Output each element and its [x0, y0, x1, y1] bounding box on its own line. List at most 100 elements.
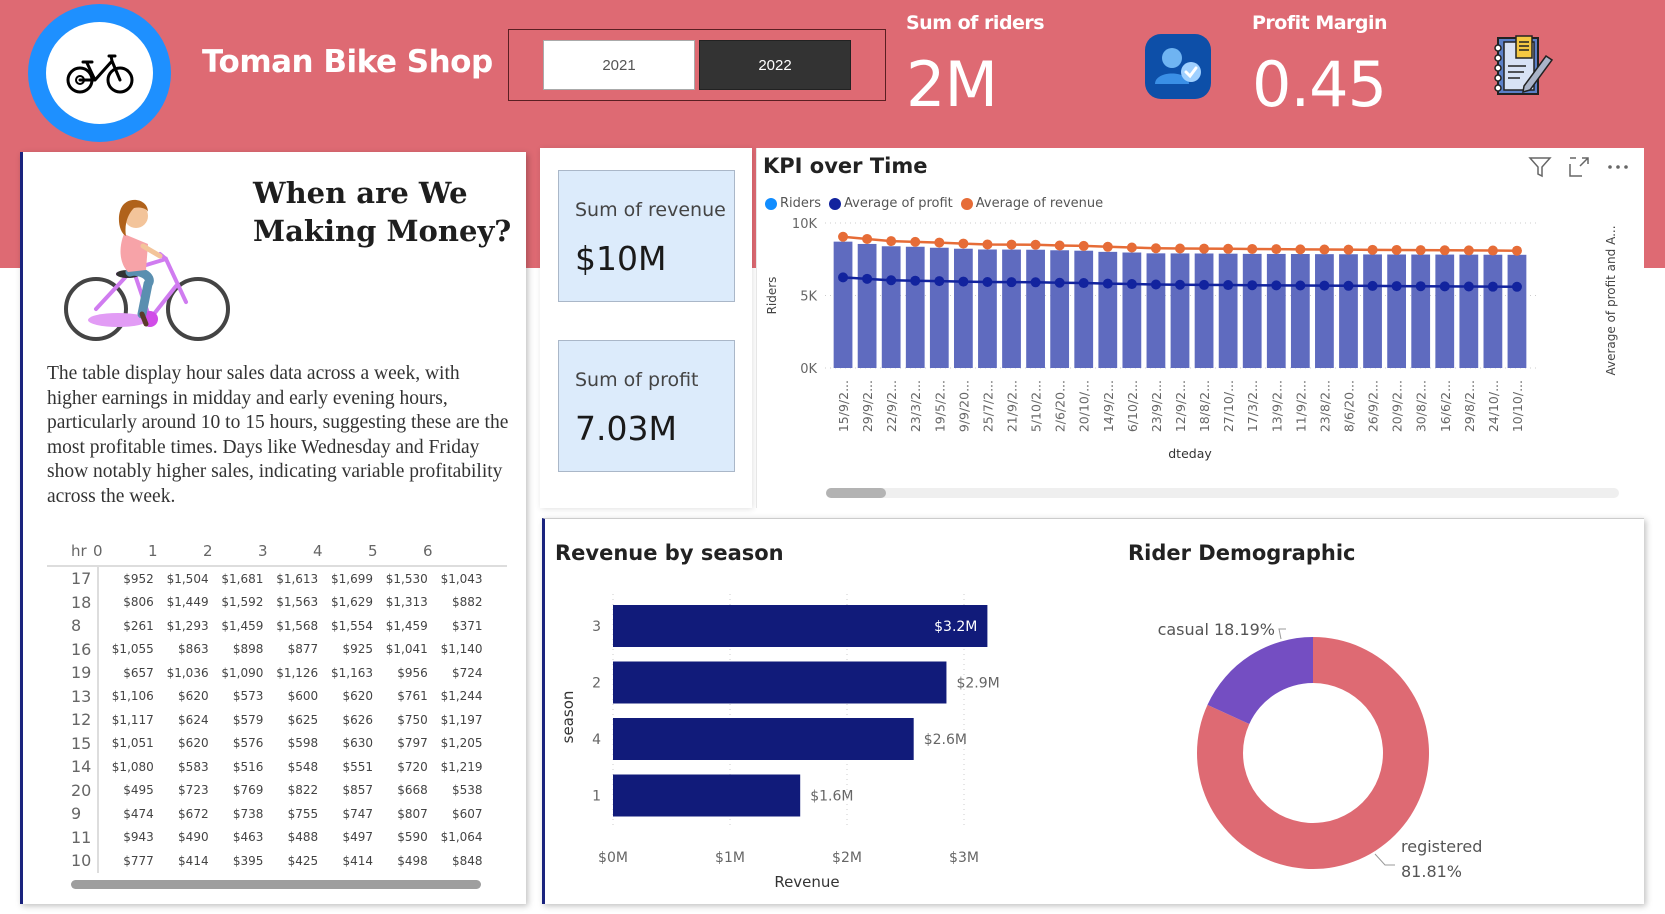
x-tick-label: $3M: [949, 850, 979, 866]
revenue-point: [1126, 242, 1137, 253]
x-tick-label: 8/6/20...: [1341, 380, 1356, 432]
matrix-row[interactable]: 13 $1,106 $620 $573 $600 $620 $761 $1,244: [47, 684, 507, 708]
matrix-col-header[interactable]: 3: [258, 542, 268, 560]
matrix-col-header[interactable]: 5: [368, 542, 378, 560]
matrix-cell: $1,554: [330, 618, 373, 633]
more-options-icon[interactable]: [1606, 156, 1630, 178]
matrix-cell: $723: [178, 783, 209, 798]
season-chart-title: Revenue by season: [555, 541, 784, 565]
profit-point: [1487, 281, 1498, 292]
matrix-col-header[interactable]: 4: [313, 542, 323, 560]
matrix-row-label: 9: [47, 802, 99, 826]
profit-point: [910, 275, 921, 286]
matrix-col-header[interactable]: 1: [148, 542, 158, 560]
matrix-cell: $1,244: [440, 689, 483, 704]
matrix-cell: $414: [178, 853, 209, 868]
matrix-row-label: 13: [47, 684, 99, 708]
matrix-row[interactable]: 11 $943 $490 $463 $488 $497 $590 $1,064: [47, 825, 507, 849]
riders-bar: [953, 248, 973, 368]
matrix-cell: $624: [178, 712, 209, 727]
matrix-row[interactable]: 10 $777 $414 $395 $425 $414 $498 $848: [47, 849, 507, 873]
x-tick-label: 23/8/2...: [1317, 380, 1332, 432]
matrix-row[interactable]: 16 $1,055 $863 $898 $877 $925 $1,041 $1,140: [47, 637, 507, 661]
x-tick-label: 30/8/2...: [1414, 380, 1429, 432]
focus-mode-icon[interactable]: [1568, 156, 1590, 178]
matrix-row[interactable]: 17 $952 $1,504 $1,681 $1,613 $1,699 $1,530 $1,0…: [47, 567, 507, 591]
users-check-icon: [1145, 34, 1211, 99]
riders-bar: [929, 247, 949, 368]
matrix-col-header[interactable]: 2: [203, 542, 213, 560]
data-label-registered-name: registered: [1401, 837, 1482, 856]
matrix-col-header[interactable]: 0: [93, 542, 103, 560]
matrix-cell: $1,090: [221, 665, 264, 680]
matrix-scrollbar[interactable]: [71, 880, 481, 889]
x-tick-label: 5/10/2...: [1029, 380, 1044, 432]
matrix-row[interactable]: 19 $657 $1,036 $1,090 $1,126 $1,163 $956 $724: [47, 661, 507, 685]
revenue-point: [1175, 243, 1185, 254]
matrix-col-header[interactable]: 6: [423, 542, 433, 560]
x-tick-label: 22/9/2...: [884, 380, 899, 432]
riders-bar: [857, 243, 877, 368]
filter-icon[interactable]: [1528, 156, 1552, 178]
riders-bar: [1435, 254, 1455, 368]
profit-card-label: Sum of profit: [575, 369, 699, 391]
matrix-row[interactable]: 8 $261 $1,293 $1,459 $1,568 $1,554 $1,459 $371: [47, 614, 507, 638]
matrix-row[interactable]: 15 $1,051 $620 $576 $598 $630 $797 $1,205: [47, 731, 507, 755]
matrix-row[interactable]: 18 $806 $1,449 $1,592 $1,563 $1,629 $1,313 $882: [47, 590, 507, 614]
legend-item-profit[interactable]: Average of profit: [829, 196, 953, 211]
x-tick-label: 15/9/2...: [836, 380, 851, 432]
revenue-by-season-chart: $0M $1M $2M $3M 3 $3.2M 2 $2.9M 4 $2.6M 1 $1.6M seas…: [559, 594, 1000, 891]
profit-card: Sum of profit 7.03M: [558, 340, 735, 472]
matrix-cell: $590: [397, 830, 428, 845]
profit-point: [958, 276, 969, 287]
matrix-cell: $1,140: [440, 642, 483, 657]
revenue-point: [1247, 243, 1258, 254]
revenue-card-label: Sum of revenue: [575, 199, 726, 221]
riders-bar: [1266, 253, 1286, 368]
matrix-cell: $1,459: [385, 618, 428, 633]
profit-point: [838, 272, 849, 283]
year-slicer: 2021 2022: [508, 29, 886, 101]
matrix-cell: $576: [232, 736, 264, 751]
riders-bar: [1218, 253, 1238, 368]
x-tick-label: 26/9/2...: [1366, 380, 1381, 432]
revenue-card: Sum of revenue $10M: [558, 170, 735, 302]
profit-point: [1054, 277, 1065, 288]
revenue-point: [1150, 243, 1161, 254]
y-tick-label: 10K: [792, 217, 818, 232]
matrix-row[interactable]: 14 $1,080 $583 $516 $548 $551 $720 $1,219: [47, 755, 507, 779]
profit-point: [1343, 280, 1354, 291]
revenue-point: [862, 233, 873, 244]
matrix-cell: $548: [287, 759, 319, 774]
matrix-row-label: 11: [47, 825, 99, 849]
matrix-body: 17 $952 $1,504 $1,681 $1,613 $1,699 $1,530 $1,0…: [47, 567, 507, 873]
x-tick-label: 20/10/...: [1077, 380, 1092, 432]
matrix-cell: $490: [178, 830, 209, 845]
revenue-point: [1223, 243, 1234, 254]
matrix-cell: $497: [342, 830, 373, 845]
matrix-row[interactable]: 20 $495 $723 $769 $822 $857 $668 $538: [47, 778, 507, 802]
matrix-cell: $956: [397, 665, 428, 680]
data-label-casual: casual 18.19%: [1158, 620, 1275, 639]
matrix-row[interactable]: 9 $474 $672 $738 $755 $747 $807 $607: [47, 802, 507, 826]
revenue-point: [1295, 244, 1306, 255]
revenue-point: [886, 236, 897, 247]
matrix-row-label: 16: [47, 637, 99, 661]
legend-item-revenue[interactable]: Average of revenue: [960, 196, 1103, 211]
legend-item-riders[interactable]: Riders: [765, 196, 821, 211]
kpi-chart-scrollbar-thumb[interactable]: [826, 488, 886, 498]
matrix-cell: $474: [123, 806, 154, 821]
year-option-2022[interactable]: 2022: [699, 40, 851, 90]
leader-line: [1278, 628, 1286, 640]
leader-line: [1374, 853, 1395, 866]
matrix-row[interactable]: 12 $1,117 $624 $579 $625 $626 $750 $1,197: [47, 708, 507, 732]
matrix-cell: $583: [178, 759, 209, 774]
kpi-chart-scrollbar-track[interactable]: [826, 488, 1619, 498]
kpi-chart-plot: 0K 5K 10K Riders Average of profit and A... 1…: [765, 217, 1618, 461]
matrix-cell: $538: [452, 783, 483, 798]
year-option-2021[interactable]: 2021: [543, 40, 695, 90]
riders-bar: [1290, 254, 1310, 368]
revenue-point: [1054, 240, 1065, 251]
matrix-cell: $1,681: [221, 571, 264, 586]
matrix-cell: $1,080: [111, 759, 154, 774]
